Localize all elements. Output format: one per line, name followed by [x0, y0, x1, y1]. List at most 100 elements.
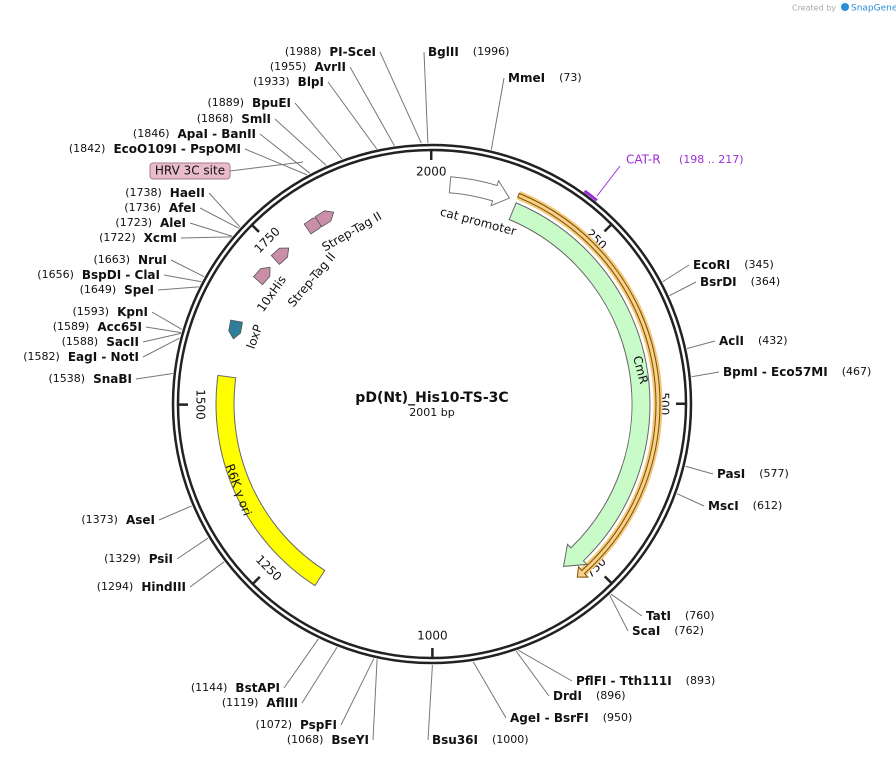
- site-label: BpmI - Eco57MI (467): [723, 365, 871, 379]
- site-line: [676, 493, 705, 507]
- site-name: AgeI - BsrFI: [510, 711, 589, 725]
- site-label: MscI (612): [708, 499, 782, 513]
- feature-label: loxP: [244, 323, 266, 351]
- site-position: (1988): [285, 45, 322, 58]
- site-line: [274, 118, 327, 166]
- site-position: (1072): [255, 718, 292, 731]
- site-line: [490, 77, 505, 150]
- site-position: (1329): [104, 552, 141, 565]
- site-line: [199, 207, 240, 229]
- site-label: (1889) BpuEI: [207, 96, 291, 110]
- site-name: BspDI - ClaI: [82, 268, 160, 282]
- site-label: MmeI (73): [508, 71, 582, 85]
- site-line: [158, 505, 192, 521]
- site-name: PI-SceI: [329, 45, 376, 59]
- site-name: BlpI: [298, 75, 324, 89]
- site-line: [349, 66, 395, 146]
- site-name: SnaBI: [93, 372, 132, 386]
- tick-mark: [251, 224, 260, 233]
- site-position: (73): [559, 71, 582, 84]
- site-name: SpeI: [124, 283, 154, 297]
- site-position: (1119): [222, 696, 259, 709]
- site-name: NruI: [138, 253, 167, 267]
- site-label: (1582) EagI - NotI: [23, 350, 139, 364]
- site-position: (1593): [73, 305, 110, 318]
- site-name: AflIII: [266, 696, 298, 710]
- site-label: AclI (432): [719, 334, 788, 348]
- site-label: (1988) PI-SceI: [285, 45, 376, 59]
- site-line: [669, 281, 697, 297]
- tick-label: 2000: [416, 164, 447, 178]
- site-label: (1842) EcoO109I - PspOMI: [69, 142, 241, 156]
- site-label: (1538) SnaBI: [49, 372, 132, 386]
- site-name: SmlI: [241, 112, 271, 126]
- site-label: ScaI (762): [632, 624, 704, 638]
- site-line: [151, 311, 183, 330]
- site-line: [691, 371, 720, 378]
- site-position: (1000): [492, 733, 529, 746]
- site-line: [135, 373, 173, 380]
- site-position: (1589): [53, 320, 90, 333]
- site-label: (1119) AflIII: [222, 696, 298, 710]
- site-position: (364): [751, 275, 781, 288]
- feature-arrow: [508, 202, 651, 567]
- site-name: HindIII: [141, 580, 186, 594]
- site-name: DrdI: [553, 689, 582, 703]
- site-line: [170, 259, 205, 278]
- site-position: (950): [603, 711, 633, 724]
- site-name: BsrDI: [700, 275, 737, 289]
- site-line: [163, 274, 202, 283]
- site-line: [142, 332, 181, 343]
- site-label: (1868) SmlI: [197, 112, 271, 126]
- site-position: (1663): [93, 253, 130, 266]
- site-position: (612): [753, 499, 783, 512]
- site-position: (1656): [37, 268, 74, 281]
- site-line: [189, 561, 225, 588]
- site-position: (1373): [81, 513, 118, 526]
- site-line: [609, 594, 629, 632]
- site-name: BpmI - Eco57MI: [723, 365, 828, 379]
- site-position: (1723): [115, 216, 152, 229]
- site-label: (1933) BlpI: [253, 75, 324, 89]
- site-label: (1589) Acc65I: [53, 320, 142, 334]
- site-line: [208, 192, 241, 228]
- credit: Created by: [792, 4, 836, 13]
- site-name: EcoRI: [693, 258, 730, 272]
- primer: [583, 189, 598, 202]
- site-position: (1294): [97, 580, 134, 593]
- feature-arrow: [448, 176, 511, 207]
- site-name: SacII: [106, 335, 139, 349]
- site-position: (1649): [80, 283, 117, 296]
- site-label: (1738) HaeII: [125, 186, 205, 200]
- site-label: (1294) HindIII: [97, 580, 186, 594]
- site-line: [518, 649, 573, 682]
- site-position: (1868): [197, 112, 234, 125]
- site-line: [379, 51, 422, 144]
- feature-label: HRV 3C site: [155, 164, 225, 178]
- site-line: [189, 222, 233, 237]
- site-position: (432): [758, 334, 788, 347]
- site-line: [372, 659, 378, 741]
- site-name: HaeII: [170, 186, 205, 200]
- site-name: PspFI: [300, 718, 337, 732]
- site-label: (1593) KpnI: [73, 305, 148, 319]
- plasmid-size: 2001 bp: [409, 406, 454, 419]
- site-line: [157, 286, 199, 291]
- site-position: (1738): [125, 186, 162, 199]
- site-name: AfeI: [169, 201, 196, 215]
- site-label: BglII (1996): [428, 45, 509, 59]
- primer-label: CAT-R: [626, 153, 661, 167]
- site-name: BpuEI: [252, 96, 291, 110]
- site-position: (1955): [270, 60, 307, 73]
- site-position: (762): [674, 624, 704, 637]
- site-line: [244, 148, 308, 176]
- site-label: (1649) SpeI: [80, 283, 154, 297]
- site-name: MmeI: [508, 71, 545, 85]
- site-line: [176, 537, 209, 560]
- site-name: PasI: [717, 467, 745, 481]
- site-name: AvrII: [314, 60, 346, 74]
- site-label: (1072) PspFI: [255, 718, 337, 732]
- site-position: (345): [744, 258, 774, 271]
- plasmid-name: pD(Nt)_His10-TS-3C: [355, 390, 508, 406]
